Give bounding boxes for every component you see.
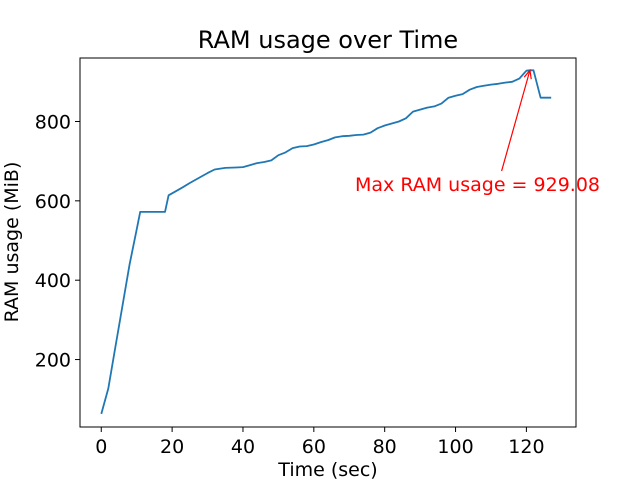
x-tick-label: 20 — [160, 436, 184, 458]
x-tick-label: 0 — [95, 436, 107, 458]
annotation-layer: Max RAM usage = 929.08 — [355, 68, 600, 196]
x-tick-label: 40 — [231, 436, 255, 458]
y-tick-label: 200 — [35, 350, 71, 372]
y-axis-label: RAM usage (MiB) — [1, 162, 23, 323]
y-tick-label: 600 — [35, 191, 71, 213]
y-tick-label: 800 — [35, 111, 71, 133]
y-tick-label: 400 — [35, 270, 71, 292]
plot-area-frame — [79, 57, 577, 428]
x-tick-label: 60 — [302, 436, 326, 458]
chart-title: RAM usage over Time — [198, 26, 458, 54]
x-tick-label: 100 — [437, 436, 473, 458]
x-axis: 0 20 40 60 80 100 120 — [95, 427, 545, 458]
x-tick-label: 80 — [373, 436, 397, 458]
x-axis-label: Time (sec) — [277, 459, 377, 480]
x-tick-label: 120 — [508, 436, 544, 458]
annotation-label: Max RAM usage = 929.08 — [355, 174, 600, 196]
annotation-arrow-line — [501, 70, 531, 172]
annotation-arrow-head — [523, 68, 532, 80]
y-axis: 200 400 600 800 — [35, 111, 80, 372]
series-layer — [100, 69, 552, 415]
series-line — [100, 69, 552, 415]
